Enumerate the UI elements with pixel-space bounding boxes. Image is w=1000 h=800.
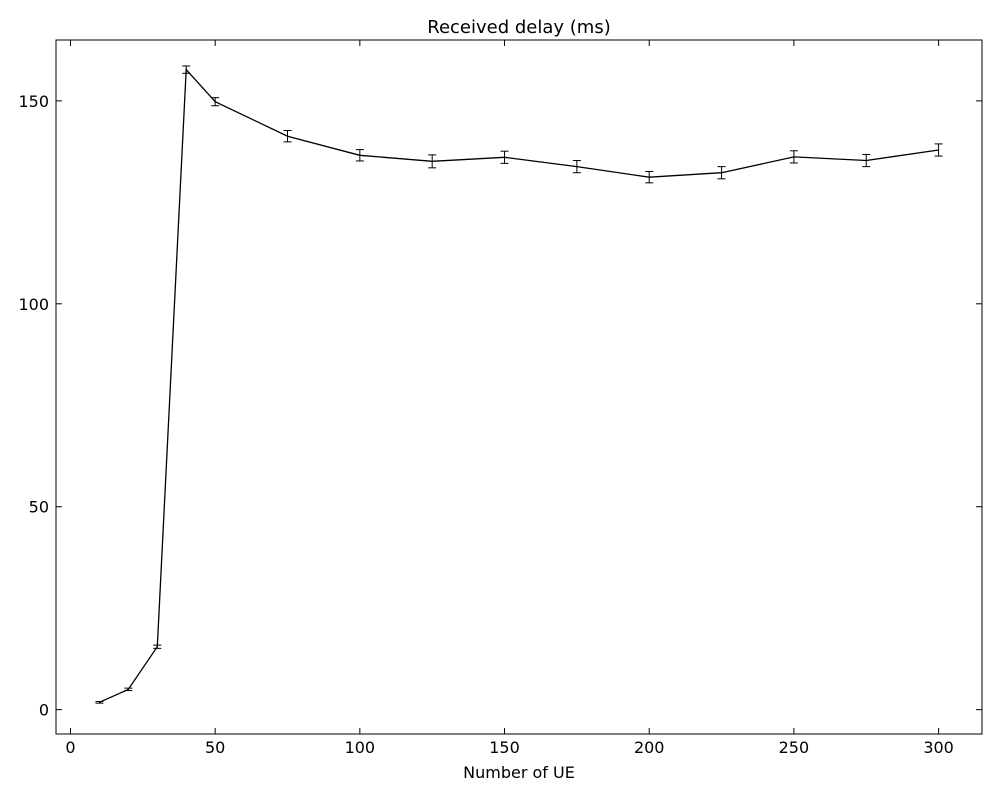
- axis-ticks: 0 50 100 150 200 250 300 0 50 100 150: [18, 40, 982, 757]
- x-tick-label: 150: [489, 738, 520, 757]
- y-tick-label: 150: [18, 92, 49, 111]
- x-tick-label: 50: [205, 738, 225, 757]
- x-tick-label: 200: [634, 738, 665, 757]
- chart-title: Received delay (ms): [427, 17, 610, 38]
- series-line: [99, 67, 939, 703]
- plot-frame: [55, 39, 983, 735]
- x-tick-label: 300: [923, 738, 954, 757]
- y-tick-label: 100: [18, 295, 49, 314]
- x-tick-label: 250: [779, 738, 810, 757]
- error-bars: [95, 65, 943, 704]
- y-tick-label: 0: [39, 701, 49, 720]
- y-tick-label: 50: [29, 498, 49, 517]
- x-tick-label: 100: [345, 738, 376, 757]
- x-axis-label: Number of UE: [463, 763, 575, 782]
- x-tick-label: 0: [65, 738, 75, 757]
